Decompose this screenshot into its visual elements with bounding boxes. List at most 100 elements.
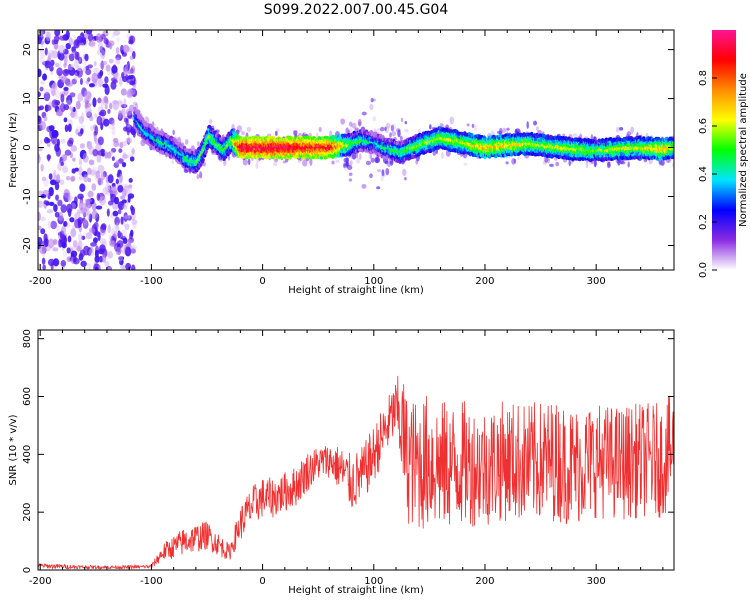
noise-blob (39, 139, 43, 144)
scatter-blob (658, 160, 662, 166)
noise-blob (91, 72, 99, 83)
scatter-blob (331, 160, 335, 165)
scatter-blob (619, 127, 624, 131)
scatter-blob (347, 164, 353, 170)
scatter-blob (526, 121, 529, 129)
scatter-blob (392, 123, 396, 130)
scatter-blob (348, 121, 353, 127)
noise-blob (55, 110, 63, 117)
scatter-blob (505, 161, 509, 165)
noise-blob (39, 86, 44, 92)
noise-blob (47, 154, 51, 162)
scatter-blob (390, 124, 395, 132)
noise-blob (61, 75, 68, 84)
noise-blob (70, 250, 78, 258)
noise-blob (115, 47, 120, 55)
noise-blob (64, 69, 70, 74)
noise-blob (125, 262, 132, 270)
scatter-blob (554, 157, 558, 161)
scatter-blob (172, 129, 175, 136)
ridge-mark (201, 158, 205, 162)
noise-blob (129, 245, 136, 254)
noise-blob (50, 84, 54, 94)
noise-blob (99, 238, 107, 245)
noise-blob (47, 220, 52, 229)
noise-blob (113, 196, 120, 205)
noise-blob (102, 186, 109, 195)
noise-blob (103, 118, 110, 127)
noise-blob (107, 266, 111, 270)
scatter-blob (242, 159, 248, 166)
noise-blob (125, 246, 132, 257)
scatter-blob (369, 153, 373, 159)
noise-blob (88, 159, 95, 166)
noise-blob (71, 168, 76, 174)
noise-blob (38, 91, 41, 98)
noise-blob (43, 115, 48, 122)
scatter-blob (626, 131, 632, 137)
noise-blob (112, 210, 119, 217)
scatter-blob (358, 121, 361, 126)
scatter-blob (374, 156, 379, 164)
noise-blob (92, 202, 97, 212)
noise-blob (124, 223, 130, 231)
noise-blob (107, 67, 111, 77)
noise-blob (90, 125, 94, 132)
scatter-blob (361, 111, 367, 116)
scatter-blob (247, 158, 251, 166)
noise-blob (54, 30, 61, 37)
scatter-blob (231, 123, 235, 130)
noise-blob (117, 201, 125, 210)
scatter-blob (402, 168, 407, 177)
scatter-blob (348, 178, 353, 182)
noise-blob (87, 210, 91, 221)
noise-blob (81, 59, 87, 66)
scatter-blob (318, 126, 322, 133)
noise-blob (78, 42, 85, 47)
scatter-blob (370, 157, 375, 163)
noise-blob (106, 208, 110, 217)
noise-blob (130, 248, 136, 254)
noise-blob (54, 211, 60, 218)
noise-blob (87, 262, 92, 270)
noise-blob (94, 255, 100, 263)
noise-blob (54, 182, 60, 191)
noise-blob (122, 188, 127, 197)
noise-blob (119, 173, 123, 184)
noise-blob (60, 179, 65, 186)
noise-blob (117, 255, 123, 262)
noise-blob (62, 48, 69, 55)
noise-blob (38, 236, 43, 246)
noise-blob (45, 104, 52, 112)
noise-blob (44, 238, 49, 247)
noise-blob (60, 93, 65, 103)
noise-blob (106, 151, 112, 159)
noise-blob (42, 264, 46, 270)
noise-blob (77, 240, 83, 251)
spectrogram-marks (38, 30, 674, 270)
noise-blob (89, 169, 97, 176)
noise-blob (52, 172, 57, 181)
scatter-blob (384, 126, 387, 132)
noise-blob (128, 39, 134, 45)
scatter-blob (273, 161, 278, 167)
noise-blob (50, 59, 55, 67)
noise-blob (77, 217, 84, 225)
scatter-blob (274, 130, 278, 136)
scatter-blob (349, 160, 353, 166)
scatter-blob (549, 163, 554, 167)
scatter-blob (197, 141, 200, 147)
noise-blob (69, 92, 76, 98)
scatter-blob (471, 123, 475, 129)
noise-blob (91, 210, 98, 220)
scatter-blob (417, 128, 421, 133)
noise-blob (53, 169, 57, 178)
noise-blob (99, 195, 106, 206)
noise-blob (85, 106, 92, 117)
noise-blob (122, 204, 128, 210)
noise-blob (44, 60, 52, 69)
noise-blob (81, 235, 86, 241)
noise-blob (70, 228, 77, 238)
scatter-blob (572, 133, 578, 137)
noise-blob (51, 82, 57, 90)
